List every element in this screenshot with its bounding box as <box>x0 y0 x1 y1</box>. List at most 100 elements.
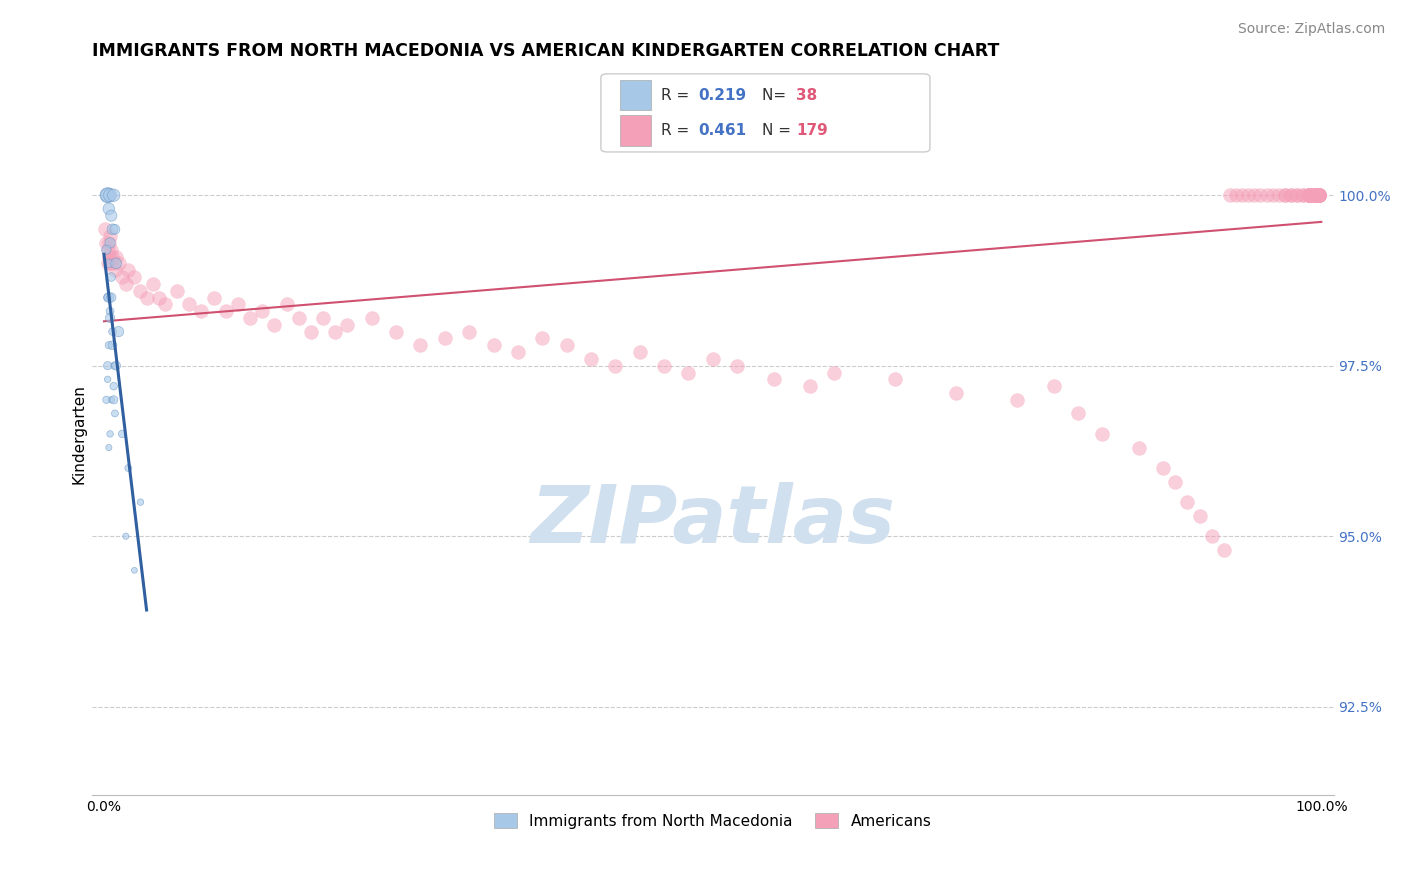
Point <box>1274 188 1296 202</box>
Point <box>1298 188 1320 202</box>
Point <box>142 277 165 291</box>
Text: R =: R = <box>661 123 693 138</box>
Point <box>100 209 122 223</box>
Point <box>101 338 124 352</box>
Point <box>1219 188 1241 202</box>
Point <box>1303 188 1326 202</box>
Point <box>103 188 125 202</box>
Point <box>1308 188 1330 202</box>
Point <box>678 366 700 380</box>
Point <box>1303 188 1326 202</box>
Point <box>239 310 262 325</box>
Point <box>312 310 335 325</box>
Point <box>1308 188 1330 202</box>
Point <box>1303 188 1326 202</box>
Point <box>226 297 249 311</box>
Point <box>103 379 125 393</box>
Point <box>263 318 285 332</box>
Point <box>1303 188 1326 202</box>
Point <box>1303 188 1326 202</box>
Point <box>1298 188 1320 202</box>
Point <box>115 529 138 543</box>
Point <box>1308 188 1330 202</box>
Point <box>1308 188 1330 202</box>
Point <box>555 338 578 352</box>
FancyBboxPatch shape <box>600 74 929 152</box>
Point <box>1303 188 1326 202</box>
Point <box>97 359 120 373</box>
Point <box>1303 188 1326 202</box>
Point <box>100 270 122 285</box>
Point <box>107 256 129 270</box>
Point <box>1261 188 1284 202</box>
Point <box>299 325 322 339</box>
Point <box>1303 188 1326 202</box>
Point <box>129 495 152 509</box>
Point <box>1303 188 1326 202</box>
Point <box>1308 188 1330 202</box>
Point <box>97 291 120 305</box>
Point <box>1298 188 1320 202</box>
Point <box>1067 407 1090 421</box>
Point <box>1303 188 1326 202</box>
Point <box>1303 188 1326 202</box>
FancyBboxPatch shape <box>620 115 651 145</box>
Point <box>148 291 170 305</box>
Point <box>98 256 121 270</box>
Point <box>105 359 128 373</box>
Point <box>1042 379 1064 393</box>
Point <box>96 392 118 407</box>
Point <box>531 331 554 345</box>
Text: 0.219: 0.219 <box>697 87 745 103</box>
Point <box>1303 188 1326 202</box>
Point <box>1303 188 1326 202</box>
Point <box>1308 188 1330 202</box>
Point <box>105 256 128 270</box>
Point <box>1303 188 1326 202</box>
Point <box>101 250 124 264</box>
Point <box>1303 188 1326 202</box>
Text: 179: 179 <box>796 123 828 138</box>
Point <box>1308 188 1330 202</box>
Point <box>190 304 212 318</box>
Point <box>124 270 146 285</box>
Point <box>96 235 118 250</box>
Point <box>1308 188 1330 202</box>
Point <box>1303 188 1326 202</box>
Point <box>115 277 138 291</box>
Point <box>202 291 225 305</box>
Point <box>1303 188 1326 202</box>
Point <box>94 222 117 236</box>
Point <box>1128 441 1150 455</box>
Point <box>1308 188 1330 202</box>
Point <box>98 426 121 441</box>
Point <box>215 304 238 318</box>
Point <box>1308 188 1330 202</box>
Point <box>1303 188 1326 202</box>
Point <box>652 359 675 373</box>
Point <box>799 379 821 393</box>
Point <box>1308 188 1330 202</box>
Point <box>762 372 785 386</box>
Point <box>409 338 432 352</box>
Point <box>884 372 907 386</box>
Point <box>1303 188 1326 202</box>
Point <box>1274 188 1296 202</box>
Point <box>104 263 127 277</box>
Text: 38: 38 <box>796 87 817 103</box>
Point <box>1303 188 1326 202</box>
Point <box>1303 188 1326 202</box>
Point <box>105 250 128 264</box>
Point <box>1308 188 1330 202</box>
Point <box>1303 188 1326 202</box>
Point <box>458 325 481 339</box>
Point <box>1237 188 1260 202</box>
Point <box>1201 529 1223 543</box>
Point <box>702 351 724 366</box>
Point <box>1303 188 1326 202</box>
Point <box>1298 188 1320 202</box>
Point <box>1298 188 1320 202</box>
Point <box>1303 188 1326 202</box>
Text: N=: N= <box>762 87 792 103</box>
Point <box>100 243 122 257</box>
